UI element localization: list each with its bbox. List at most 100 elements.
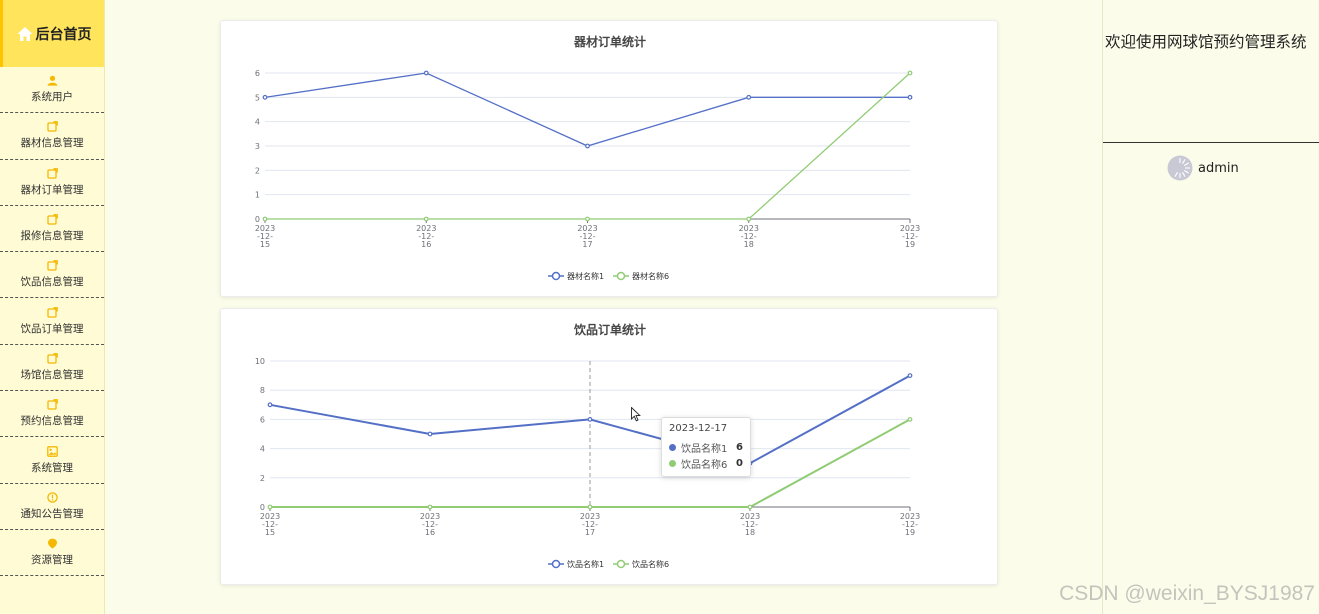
sidebar-item[interactable]: 系统管理: [0, 437, 104, 484]
sidebar-item-label: 器材信息管理: [20, 137, 84, 150]
sidebar-item-label: 饮品信息管理: [20, 276, 84, 289]
sidebar-item[interactable]: 通知公告管理: [0, 484, 104, 530]
y-tick-label: 4: [260, 445, 265, 454]
edit-icon: [46, 306, 58, 318]
tooltip-row: 饮品名称1 6: [669, 439, 743, 455]
sidebar-item[interactable]: 报修信息管理: [0, 206, 104, 253]
y-tick-label: 3: [255, 142, 260, 151]
data-point[interactable]: [747, 504, 753, 510]
sidebar-item-label: 场馆信息管理: [20, 368, 84, 381]
x-tick-label: 2023 -12-17: [577, 224, 597, 249]
data-point[interactable]: [423, 70, 429, 76]
data-point[interactable]: [907, 416, 913, 422]
data-point[interactable]: [423, 216, 429, 222]
user-icon: [47, 75, 57, 86]
welcome-text: 欢迎使用网球馆预约管理系统: [1105, 33, 1307, 51]
series-dot-icon: [669, 443, 676, 451]
data-point[interactable]: [267, 504, 273, 510]
x-tick-label: 2023 -12-15: [255, 224, 275, 249]
sidebar-item[interactable]: 资源管理: [0, 530, 104, 577]
edit-icon: [46, 167, 58, 179]
y-tick-label: 2: [255, 166, 260, 175]
picture-icon: [46, 445, 58, 457]
drink-order-chart: 饮品订单统计 0 2 4 6 8 10 2023 -12-15 2023 -12-16 2023 -12…: [255, 322, 920, 569]
right-panel: 欢迎使用网球馆预约管理系统 admin: [1102, 0, 1319, 614]
data-point[interactable]: [746, 94, 752, 100]
watermark: CSDN @weixin_BYSJ1987: [1059, 582, 1315, 605]
equipment-order-chart: 器材订单统计 0 1 2 3 4 5 6 2023 -12-15 2023 -12-16 2023 -12…: [255, 34, 920, 281]
x-tick-label: 2023 -12-18: [739, 224, 759, 249]
y-tick-label: 10: [255, 357, 265, 366]
data-point[interactable]: [262, 94, 268, 100]
tooltip-series-value: 0: [736, 457, 743, 469]
y-tick-label: 5: [255, 93, 260, 102]
edit-icon: [46, 214, 58, 225]
home-menu-item[interactable]: 后台首页: [0, 0, 104, 67]
mouse-cursor-icon: [631, 407, 641, 422]
sidebar-item-label: 器材订单管理: [20, 183, 84, 196]
home-icon: [17, 26, 32, 41]
data-point[interactable]: [907, 70, 913, 76]
chart-title: 器材订单统计: [573, 34, 646, 49]
avatar-icon: [1167, 155, 1193, 181]
legend-label: 饮品名称6: [632, 559, 669, 569]
legend-label: 器材名称6: [632, 271, 669, 281]
y-tick-label: 0: [260, 503, 265, 512]
data-point[interactable]: [427, 504, 433, 510]
sidebar-item-label: 报修信息管理: [20, 230, 84, 243]
sidebar-item-label: 饮品订单管理: [20, 322, 84, 335]
legend-item[interactable]: 饮品名称6: [613, 559, 669, 569]
equipment-order-chart-card: 器材订单统计 0 1 2 3 4 5 6 2023 -12-15 2023 -12-16 2023 -12…: [220, 20, 998, 297]
x-tick-label: 2023 -12-19: [900, 512, 920, 537]
sidebar-item[interactable]: 器材订单管理: [0, 160, 104, 206]
sidebar: 后台首页 系统用户器材信息管理 器材订单管理 报修信息管理 饮品信息管理 饮品订单管理场…: [0, 0, 105, 614]
x-tick-label: 2023 -12-18: [740, 512, 760, 537]
chart-tooltip: 2023-12-17 饮品名称1 6 饮品名称6 0: [661, 417, 751, 477]
x-tick-label: 2023 -12-17: [580, 512, 600, 537]
data-point[interactable]: [267, 402, 273, 408]
x-tick-label: 2023 -12-15: [260, 512, 280, 537]
data-point[interactable]: [587, 416, 593, 422]
y-tick-label: 4: [255, 118, 260, 127]
sidebar-item-label: 系统管理: [31, 461, 73, 474]
edit-icon: [46, 260, 58, 271]
data-point[interactable]: [262, 216, 268, 222]
legend-item[interactable]: 器材名称6: [613, 271, 669, 281]
edit-icon: [46, 353, 58, 364]
data-point[interactable]: [585, 143, 590, 149]
x-tick-label: 2023 -12-19: [900, 224, 920, 249]
edit-icon: [46, 121, 58, 133]
y-tick-label: 6: [255, 69, 260, 78]
sidebar-item[interactable]: 器材信息管理: [0, 113, 104, 160]
sidebar-item[interactable]: 饮品订单管理: [0, 298, 104, 345]
data-point[interactable]: [907, 373, 913, 378]
username: admin: [1198, 160, 1239, 176]
y-tick-label: 2: [260, 474, 265, 483]
sidebar-item[interactable]: 饮品信息管理: [0, 252, 104, 299]
chart-title: 饮品订单统计: [573, 322, 646, 337]
sidebar-item[interactable]: 预约信息管理: [0, 391, 104, 438]
series-dot-icon: [669, 459, 676, 467]
tooltip-date: 2023-12-17: [669, 423, 728, 434]
legend-label: 器材名称1: [567, 271, 604, 281]
legend-label: 饮品名称1: [567, 559, 604, 569]
data-point[interactable]: [907, 94, 913, 100]
sidebar-item[interactable]: 系统用户: [0, 67, 104, 114]
user-info[interactable]: admin: [1167, 155, 1239, 181]
y-tick-label: 6: [260, 415, 265, 424]
sidebar-item-label: 系统用户: [31, 91, 73, 104]
legend-item[interactable]: 器材名称1: [548, 271, 604, 281]
data-point[interactable]: [427, 431, 433, 437]
data-point[interactable]: [585, 216, 590, 222]
edit-icon: [46, 399, 58, 410]
sidebar-item[interactable]: 场馆信息管理: [0, 345, 104, 392]
data-point[interactable]: [587, 504, 593, 510]
data-point[interactable]: [746, 216, 752, 222]
location-icon: [47, 538, 57, 549]
x-tick-label: 2023 -12-16: [420, 512, 440, 537]
legend-item[interactable]: 饮品名称1: [548, 559, 604, 569]
y-tick-label: 0: [255, 215, 260, 224]
tooltip-series-name: 饮品名称6: [681, 459, 728, 471]
sidebar-menu: 系统用户器材信息管理 器材订单管理 报修信息管理 饮品信息管理 饮品订单管理 场馆信息管理…: [0, 67, 104, 577]
sidebar-item-label: 资源管理: [31, 554, 73, 567]
